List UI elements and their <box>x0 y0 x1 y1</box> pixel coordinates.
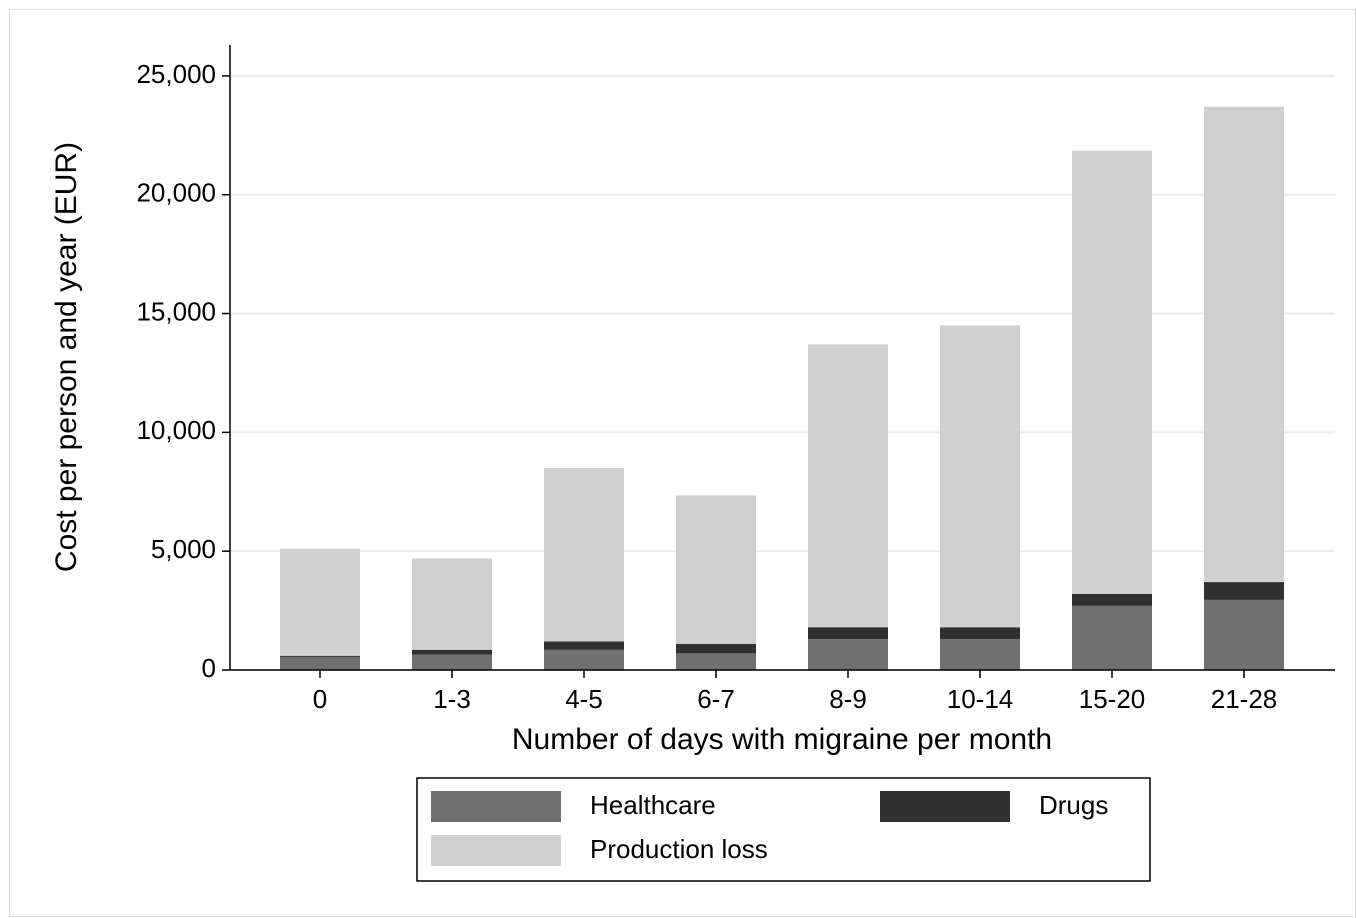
bar-segment <box>544 649 624 670</box>
bar-segment <box>544 468 624 642</box>
bar-segment <box>808 639 888 670</box>
y-axis-title: Cost per person and year (EUR) <box>50 142 83 572</box>
legend-label: Drugs <box>1039 790 1108 820</box>
x-tick-label: 0 <box>313 684 327 714</box>
x-tick-label: 1-3 <box>433 684 471 714</box>
frame <box>9 9 1356 917</box>
bar-segment <box>676 643 756 654</box>
x-axis-title: Number of days with migraine per month <box>512 723 1052 756</box>
bar-segment <box>940 627 1020 640</box>
bar-segment <box>412 654 492 670</box>
x-tick-label: 4-5 <box>565 684 603 714</box>
bar-segment <box>940 325 1020 628</box>
bar-segment <box>1204 106 1284 583</box>
y-tick-label: 15,000 <box>136 296 216 326</box>
x-tick-label: 6-7 <box>697 684 735 714</box>
bar-segment <box>808 344 888 628</box>
y-tick-label: 10,000 <box>136 415 216 445</box>
bar-segment <box>280 656 360 670</box>
bar-segment <box>544 641 624 650</box>
x-tick-label: 8-9 <box>829 684 867 714</box>
legend-label: Healthcare <box>590 790 716 820</box>
bar-segment <box>1072 605 1152 670</box>
bar-segment <box>280 655 360 657</box>
legend-swatch <box>431 791 561 822</box>
x-tick-label: 10-14 <box>947 684 1014 714</box>
y-tick-label: 25,000 <box>136 59 216 89</box>
x-tick-label: 21-28 <box>1211 684 1278 714</box>
bar-segment <box>412 649 492 655</box>
bar-segment <box>1204 599 1284 670</box>
bar-segment <box>808 627 888 640</box>
x-tick-label: 15-20 <box>1079 684 1146 714</box>
y-tick-label: 0 <box>202 653 216 683</box>
bar-segment <box>1072 150 1152 594</box>
bar-segment <box>280 548 360 656</box>
bar-segment <box>940 639 1020 670</box>
bar-segment <box>676 653 756 670</box>
legend-swatch <box>880 791 1010 822</box>
y-tick-label: 5,000 <box>151 534 216 564</box>
legend-label: Production loss <box>590 834 768 864</box>
bar-segment <box>412 558 492 650</box>
bar-segment <box>1072 593 1152 606</box>
bar-segment <box>676 495 756 644</box>
y-tick-label: 20,000 <box>136 178 216 208</box>
legend-swatch <box>431 835 561 866</box>
bar-segment <box>1204 582 1284 600</box>
